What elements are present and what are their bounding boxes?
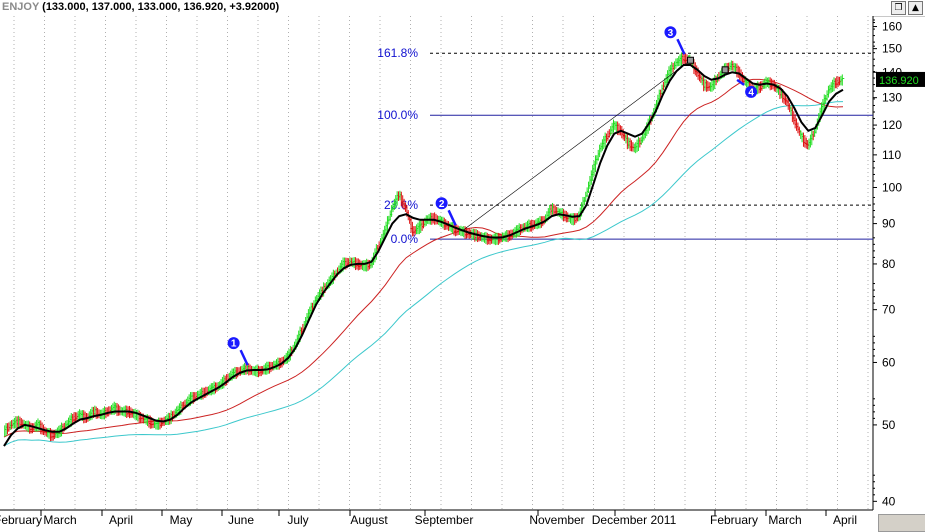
last-price-box [876, 71, 925, 87]
symbol-name: ENJOY [2, 1, 40, 13]
x-month-label: September [415, 513, 474, 527]
ma-long-line [3, 101, 844, 447]
x-month-label: March [43, 513, 76, 527]
x-month-label: February [710, 513, 758, 527]
y-tick-label: 100 [882, 181, 902, 195]
marker-arrow [736, 78, 745, 86]
fib-level-label: 0.0% [391, 232, 419, 246]
x-month-label: December 2011 [592, 513, 677, 527]
marker-badge [745, 85, 758, 98]
y-tick-label: 40 [882, 494, 896, 508]
horizontal-scrollbar[interactable] [878, 514, 925, 532]
price-chart: 405060708090100110120130140150160Februar… [0, 16, 925, 527]
marker-number: 1 [231, 339, 237, 350]
symbol-readout: ENJOY (133.000, 137.000, 133.000, 136.92… [2, 1, 279, 13]
y-tick-label: 80 [882, 257, 896, 271]
fib-level-label: 161.8% [377, 46, 418, 60]
marker-number: 3 [668, 28, 674, 39]
marker-number: 4 [748, 87, 754, 98]
y-tick-label: 90 [882, 217, 896, 231]
y-tick-label: 70 [882, 303, 896, 317]
fib-level-label: 100.0% [377, 108, 418, 122]
scroll-up-icon[interactable]: ▲ [908, 1, 923, 15]
marker-arrow [239, 349, 249, 366]
x-month-label: November [529, 513, 584, 527]
marker-badge [227, 337, 240, 350]
marker-badge [664, 26, 677, 39]
x-month-label: August [350, 513, 388, 527]
y-tick-label: 130 [882, 91, 902, 105]
marker-badge [435, 197, 448, 210]
chart-title-bar: ENJOY (133.000, 137.000, 133.000, 136.92… [0, 0, 925, 17]
ma-short-line [3, 64, 844, 447]
y-tick-label: 110 [882, 148, 901, 162]
x-month-label: June [228, 513, 254, 527]
x-month-label: April [109, 513, 133, 527]
x-month-label: July [287, 513, 308, 527]
x-month-label: April [833, 513, 857, 527]
ohlc-values: (133.000, 137.000, 133.000, 136.920, +3.… [42, 1, 280, 13]
y-tick-label: 160 [882, 20, 902, 34]
y-tick-label: 150 [882, 42, 902, 56]
marker-arrow [447, 209, 457, 226]
marker-box [721, 66, 729, 74]
marker-number: 2 [439, 199, 445, 210]
marker-box [686, 56, 694, 64]
plot-area [0, 16, 873, 510]
marker-arrow [676, 38, 686, 55]
y-tick-label: 50 [882, 418, 896, 432]
y-tick-label: 60 [882, 355, 896, 369]
trend-line [461, 60, 691, 232]
restore-icon[interactable]: ❐ [891, 1, 906, 15]
x-month-label: March [768, 513, 801, 527]
x-month-label: May [170, 513, 193, 527]
last-price-label: 136.920 [879, 75, 919, 87]
y-tick-label: 120 [882, 118, 902, 132]
x-month-label: February [0, 513, 42, 527]
